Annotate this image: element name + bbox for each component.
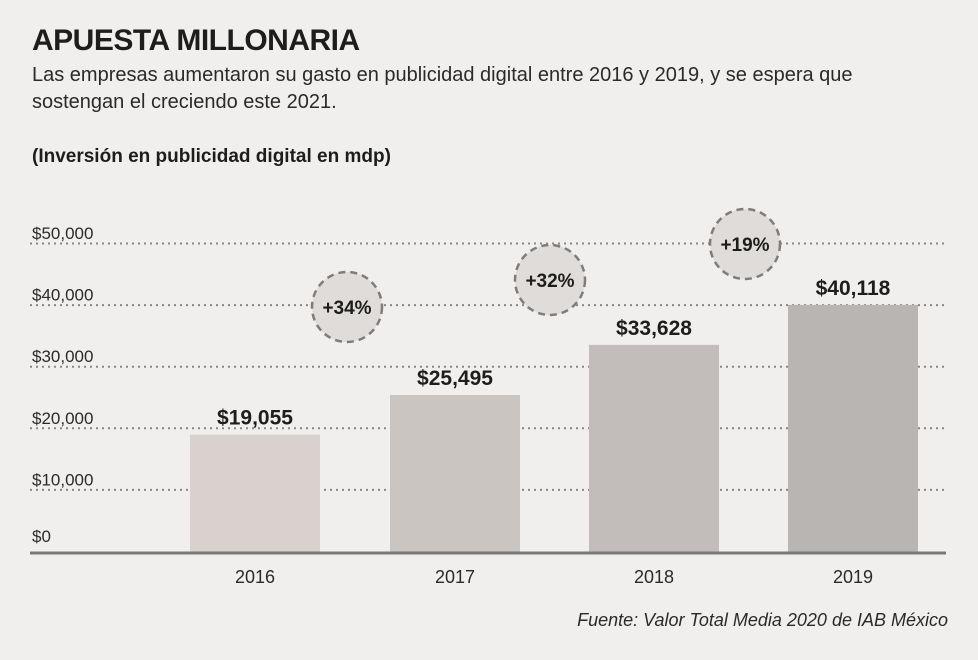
bars <box>190 304 918 552</box>
y-tick-label: $30,000 <box>32 347 93 366</box>
value-labels: $19,055 $25,495 $33,628 $40,118 <box>217 277 891 430</box>
y-tick-label: $10,000 <box>32 470 93 489</box>
y-tick-label: $40,000 <box>32 286 93 305</box>
growth-label: +19% <box>720 235 769 256</box>
x-tick-label: 2018 <box>634 567 674 587</box>
x-axis-ticks: 2016 2017 2018 2019 <box>235 567 873 587</box>
bar-2017 <box>390 394 520 552</box>
y-tick-label: $20,000 <box>32 409 93 428</box>
bar-2018 <box>589 344 719 552</box>
bar-2016 <box>190 434 320 552</box>
growth-bubble <box>310 270 384 344</box>
y-tick-label: $50,000 <box>32 224 93 243</box>
x-tick-label: 2016 <box>235 567 275 587</box>
growth-annotations: +34% +32% +19% <box>310 207 782 344</box>
value-label: $33,628 <box>616 317 692 340</box>
x-tick-label: 2017 <box>435 567 475 587</box>
growth-bubble <box>513 243 587 317</box>
growth-bubble <box>708 207 782 281</box>
y-axis-ticks: $0 $10,000 $20,000 $30,000 $40,000 $50,000 <box>32 224 93 546</box>
y-tick-label: $0 <box>32 527 51 546</box>
value-label: $25,495 <box>417 367 493 390</box>
chart-title: APUESTA MILLONARIA <box>32 24 360 57</box>
value-label: $19,055 <box>217 407 293 430</box>
growth-label: +34% <box>322 298 371 319</box>
bar-2019 <box>788 304 918 552</box>
x-tick-label: 2019 <box>833 567 873 587</box>
chart-subtitle: Las empresas aumentaron su gasto en publ… <box>32 64 853 113</box>
source-note: Fuente: Valor Total Media 2020 de IAB Mé… <box>577 610 948 630</box>
value-label: $40,118 <box>816 277 891 300</box>
bar-chart: $0 $10,000 $20,000 $30,000 $40,000 $50,000 $1… <box>30 207 946 587</box>
growth-label: +32% <box>525 271 574 292</box>
unit-label: (Inversión en publicidad digital en mdp) <box>32 146 391 167</box>
